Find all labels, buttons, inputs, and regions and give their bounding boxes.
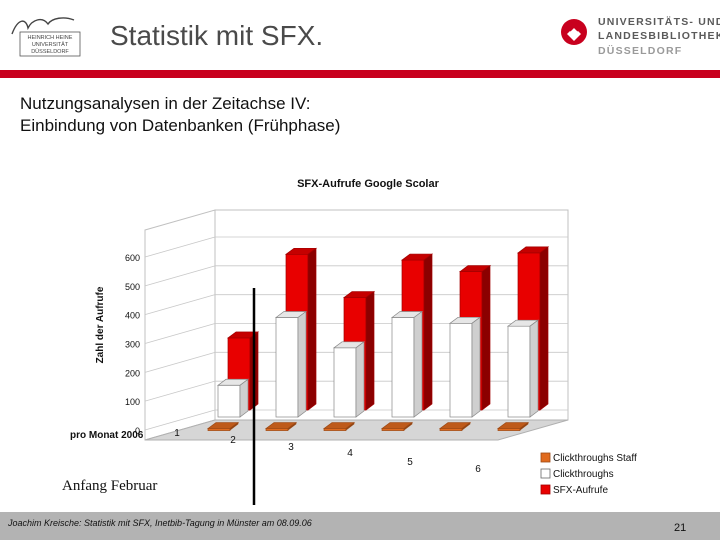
- bar-clickthroughs-3: [332, 341, 366, 418]
- bar-side: [471, 316, 481, 418]
- subtitle-line-1: Nutzungsanalysen in der Zeitachse IV:: [20, 94, 311, 113]
- bar-side: [239, 378, 249, 418]
- legend-label: Clickthroughs: [553, 469, 614, 480]
- bar-side: [529, 319, 539, 418]
- footer: Joachim Kreische: Statistik mit SFX, Ine…: [0, 512, 720, 540]
- subtitle-line-2: Einbindung von Datenbanken (Frühphase): [20, 116, 341, 135]
- page-number: 21: [674, 522, 687, 534]
- legend-swatch: [540, 452, 551, 463]
- bar-clickthroughs-2: [274, 310, 308, 418]
- bar-clickthroughs-staff-6: [496, 421, 530, 431]
- legend-swatch: [540, 484, 551, 495]
- bar-clickthroughs-staff-1: [206, 421, 240, 431]
- y-tick-label: 500: [125, 282, 140, 292]
- legend-label: SFX-Aufrufe: [553, 485, 608, 496]
- bar-clickthroughs-staff-3: [322, 421, 356, 431]
- gridline-side: [144, 294, 216, 316]
- bar-side: [423, 253, 433, 411]
- chart-legend: Clickthroughs Staff Clickthroughs SFX-Aufr…: [540, 452, 637, 496]
- bar-front: [217, 384, 241, 418]
- bar-side: [307, 247, 317, 411]
- gridline-side: [144, 236, 216, 258]
- bar-clickthroughs-staff-4: [380, 421, 414, 431]
- y-axis-label: Zahl der Aufrufe: [95, 286, 106, 363]
- y-tick-label: 0: [135, 426, 140, 436]
- x-tick-label: 5: [407, 457, 413, 468]
- bar-side: [403, 421, 413, 431]
- bar-side: [229, 421, 239, 431]
- y-tick-label: 200: [125, 368, 140, 378]
- library-logo: UNIVERSITÄTS- UND LANDESBIBLIOTHEK DÜSSE…: [560, 12, 720, 62]
- logo-right-line-2: LANDESBIBLIOTHEK: [598, 30, 720, 42]
- bar-front: [449, 322, 473, 418]
- header: HEINRICH HEINE UNIVERSITÄT DÜSSELDORF St…: [0, 0, 720, 70]
- legend-swatch: [540, 468, 551, 479]
- chart-title: SFX-Aufrufe Google Scolar: [297, 178, 440, 190]
- bar-clickthroughs-staff-2: [264, 421, 298, 431]
- logo-left-line-1: HEINRICH HEINE: [28, 35, 73, 41]
- bar-clickthroughs-5: [448, 316, 482, 418]
- bar-front: [507, 325, 531, 418]
- bar-side: [287, 421, 297, 431]
- x-tick-label: 2: [230, 435, 236, 446]
- gridline-side: [144, 380, 216, 402]
- bar-front: [333, 347, 357, 418]
- y-tick-label: 300: [125, 340, 140, 350]
- gridline-side: [144, 409, 216, 431]
- bar-side: [413, 310, 423, 418]
- footer-text: Joachim Kreische: Statistik mit SFX, Ine…: [8, 518, 312, 528]
- logo-right-line-1: UNIVERSITÄTS- UND: [598, 16, 720, 28]
- x-tick-label: 3: [288, 442, 294, 453]
- y-tick-label: 600: [125, 253, 140, 263]
- logo-left-line-2: UNIVERSITÄT: [32, 41, 69, 48]
- gridline-side: [144, 265, 216, 287]
- bar-clickthroughs-4: [390, 310, 424, 418]
- bar-front: [391, 317, 415, 418]
- bar-side: [539, 246, 549, 411]
- logo-right-line-3: DÜSSELDORF: [598, 45, 683, 57]
- slide-subtitle: Nutzungsanalysen in der Zeitachse IV: Ei…: [20, 93, 340, 137]
- logo-left-line-3: DÜSSELDORF: [31, 48, 69, 55]
- bar-side: [365, 290, 375, 411]
- bar-side: [481, 264, 491, 411]
- bar-side: [297, 310, 307, 418]
- bar-clickthroughs-staff-5: [438, 421, 472, 431]
- chart-side-wall: [144, 209, 216, 441]
- y-tick-label: 100: [125, 397, 140, 407]
- bar-side: [345, 421, 355, 431]
- university-logo: HEINRICH HEINE UNIVERSITÄT DÜSSELDORF: [11, 17, 81, 57]
- x-tick-label: 4: [347, 448, 353, 459]
- bar-side: [461, 421, 471, 431]
- x-tick-label: 6: [475, 464, 481, 475]
- legend-label: Clickthroughs Staff: [553, 453, 637, 464]
- bar-clickthroughs-6: [506, 319, 540, 418]
- bar-front: [275, 317, 299, 418]
- slide-title: Statistik mit SFX.: [110, 20, 324, 51]
- gridline-side: [144, 351, 216, 373]
- header-accent-bar: [0, 70, 720, 78]
- y-tick-label: 400: [125, 311, 140, 321]
- annotation-label: Anfang Februar: [62, 478, 158, 494]
- x-axis-label: pro Monat 2006: [70, 430, 144, 441]
- bar-side: [355, 341, 365, 418]
- bar-side: [519, 421, 529, 431]
- library-logo-icon: [561, 19, 587, 45]
- bar-clickthroughs-1: [216, 378, 250, 418]
- gridline-side: [144, 323, 216, 344]
- x-tick-label: 1: [174, 428, 180, 439]
